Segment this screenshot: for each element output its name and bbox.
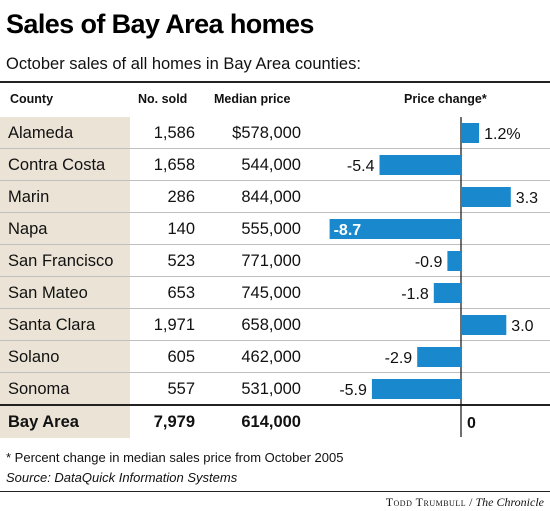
county-cell [0,341,130,373]
median-price: 771,000 [241,252,301,270]
row-divider [0,180,550,181]
number-sold: 557 [167,380,195,398]
county-name: Marin [8,188,50,206]
median-price: 531,000 [241,380,301,398]
price-change-label: -1.8 [401,286,429,303]
median-price: 614,000 [241,413,301,431]
table-row: Santa Clara 1,971 658,000 [0,309,550,341]
county-name: Santa Clara [8,316,96,334]
price-change-bar [433,283,461,303]
price-change-label: -2.9 [385,350,413,367]
number-sold: 140 [167,220,195,238]
price-change-label: -0.9 [415,254,443,271]
header-price-change: Price change* [404,92,487,106]
number-sold: 1,658 [153,156,195,174]
price-change-label: -5.4 [347,158,375,175]
credit-publication: The Chronicle [475,495,544,509]
row-divider [0,148,550,149]
table-row: Sonoma 557 531,000 [0,373,550,405]
county-cell [0,213,130,245]
total-row: Bay Area 7,979 614,000 [0,406,550,438]
number-sold: 7,979 [153,413,195,431]
row-divider [0,308,550,309]
county-name: Sonoma [8,380,70,398]
county-name: Bay Area [8,413,79,431]
price-change-bar [461,123,480,143]
header-sold: No. sold [138,92,188,106]
table-row: Napa 140 555,000 [0,213,550,245]
price-change-bar [329,219,461,239]
price-change-label: 0 [467,415,476,432]
price-change-bar [371,379,461,399]
bottom-rule [0,491,550,492]
county-cell [0,245,130,277]
number-sold: 653 [167,284,195,302]
chart-subtitle: October sales of all homes in Bay Area c… [6,55,361,73]
county-cell [0,373,130,405]
county-name: Contra Costa [8,156,106,174]
county-name: Alameda [8,124,74,142]
price-change-label: 1.2% [484,126,520,143]
county-cell [0,117,130,149]
footnote: * Percent change in median sales price f… [6,450,344,465]
table-row: San Mateo 653 745,000 [0,277,550,309]
number-sold: 1,971 [153,316,195,334]
row-divider [0,244,550,245]
county-cell [0,406,130,438]
price-change-label: -5.9 [339,382,367,399]
table-row: San Francisco 523 771,000 [0,245,550,277]
county-name: Napa [8,220,48,238]
county-name: San Mateo [8,284,88,302]
county-cell [0,309,130,341]
price-change-label: 3.0 [511,318,533,335]
credit-line: Todd Trumbull / The Chronicle [386,495,544,510]
price-change-bar [461,315,507,335]
county-name: Solano [8,348,60,366]
price-change-bar-chart: 1.2% -5.4 3.3 -8.7 -0.9 -1.8 3.0 -2.9 -5.9 0 [329,117,538,437]
table-row: Contra Costa 1,658 544,000 [0,149,550,181]
median-price: 745,000 [241,284,301,302]
median-price: 462,000 [241,348,301,366]
price-change-label: -8.7 [334,222,362,239]
price-change-bar [447,251,461,271]
header-median: Median price [214,92,291,106]
number-sold: 1,586 [153,124,195,142]
county-cell [0,149,130,181]
number-sold: 605 [167,348,195,366]
credit-separator: / [466,495,476,509]
header-county: County [10,92,54,106]
median-price: 555,000 [241,220,301,238]
median-price: 544,000 [241,156,301,174]
row-divider [0,276,550,277]
number-sold: 523 [167,252,195,270]
number-sold: 286 [167,188,195,206]
row-divider [0,212,550,213]
sales-table: Alameda 1,586 $578,000 Contra Costa 1,65… [0,117,550,438]
row-divider [0,372,550,373]
table-row: Marin 286 844,000 [0,181,550,213]
county-cell [0,181,130,213]
chart-title: Sales of Bay Area homes [6,9,314,39]
top-rule [0,81,550,83]
row-divider [0,340,550,341]
median-price: $578,000 [232,124,301,142]
credit-name: Todd Trumbull [385,495,467,509]
median-price: 844,000 [241,188,301,206]
price-change-bar [417,347,461,367]
county-name: San Francisco [8,252,114,270]
price-change-label: 3.3 [516,190,538,207]
table-row: Alameda 1,586 $578,000 [0,117,550,149]
price-change-bar [379,155,461,175]
median-price: 658,000 [241,316,301,334]
total-divider [0,404,550,406]
county-cell [0,277,130,309]
source-note: Source: DataQuick Information Systems [6,470,238,485]
table-row: Solano 605 462,000 [0,341,550,373]
price-change-bar [461,187,511,207]
